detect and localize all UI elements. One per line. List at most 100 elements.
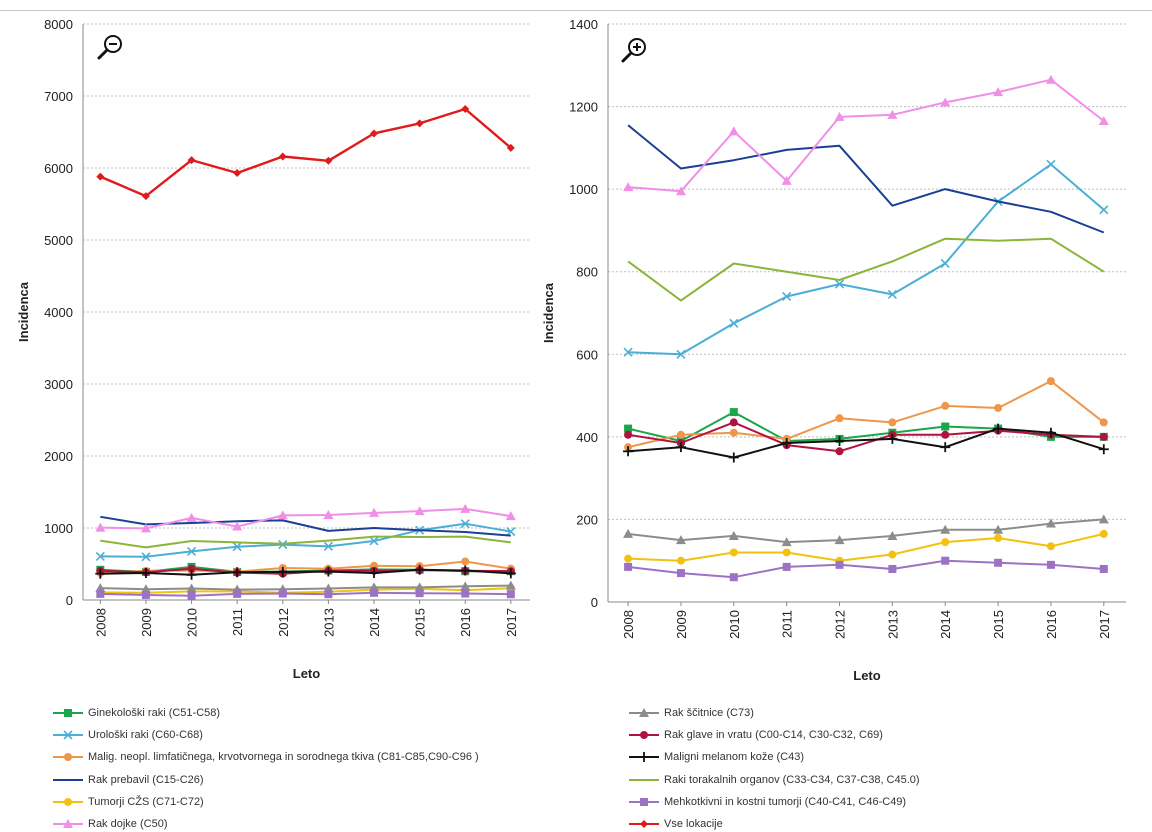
data-point [888, 418, 897, 427]
data-point [323, 541, 333, 551]
y-tick-label: 200 [576, 512, 598, 527]
legend-item: Raki torakalnih organov (C33-C34, C37-C3… [628, 772, 920, 788]
data-point [414, 582, 425, 592]
data-point [1046, 159, 1056, 169]
series-line [627, 124, 1105, 234]
data-point [187, 156, 196, 165]
data-point [95, 522, 106, 532]
data-point [729, 408, 738, 417]
series-line [100, 568, 511, 576]
legend-marker [64, 709, 72, 717]
series-urolo-ki-raki-c60-c68 [623, 159, 1109, 359]
data-point [96, 589, 105, 598]
legend-item: Maligni melanom kože (C43) [628, 749, 804, 765]
legend-item: Ginekološki raki (C51-C58) [52, 705, 220, 721]
data-point [232, 567, 243, 578]
data-point [186, 512, 197, 522]
data-point [460, 565, 471, 576]
series-rak-dojke-c50 [623, 74, 1109, 196]
data-point [233, 169, 242, 178]
series-line [627, 421, 1104, 453]
legend-marker [640, 797, 648, 806]
series-line [99, 107, 512, 198]
series-line [628, 427, 1105, 459]
data-point [323, 566, 334, 577]
x-tick-label: 2009 [139, 608, 154, 637]
data-point [186, 569, 197, 580]
series-line [627, 559, 1104, 579]
data-point [940, 442, 951, 453]
data-point [941, 430, 950, 439]
data-point [729, 318, 739, 328]
legend-item: Rak dojke (C50) [52, 816, 167, 832]
data-point [414, 506, 425, 516]
data-point [729, 418, 738, 427]
data-point [1045, 518, 1056, 528]
data-point [1045, 427, 1056, 438]
x-tick-label: 2013 [321, 608, 336, 637]
x-axis-title: Leto [293, 666, 321, 681]
series-line [628, 78, 1105, 193]
legend-label: Rak ščitnice (C73) [664, 707, 754, 719]
legend-marker [64, 797, 72, 806]
legend-marker [639, 708, 649, 717]
legend-swatch [53, 778, 83, 781]
data-point [676, 430, 685, 439]
legend-item: Rak ščitnice (C73) [628, 705, 754, 721]
y-tick-label: 8000 [44, 17, 73, 32]
legend-label: Maligni melanom kože (C43) [664, 751, 804, 764]
data-point [323, 583, 334, 593]
data-point [506, 590, 515, 599]
legend-marker [639, 752, 649, 763]
legend-label: Malig. neopl. limfatičnega, krvotvornega… [88, 751, 479, 764]
legend-label: Urološki raki (C60-C68) [88, 729, 203, 742]
data-point [187, 564, 196, 573]
data-point [729, 428, 738, 437]
data-point [233, 589, 242, 598]
data-point [141, 192, 150, 201]
data-point [95, 583, 106, 593]
data-point [505, 580, 516, 590]
data-point [940, 97, 951, 107]
series-raki-torakalnih-organov-c33-c34-c37-c38-c45-0 [100, 535, 511, 549]
data-point [369, 536, 379, 546]
series-maligni-melanom-ko-e-c43 [95, 564, 516, 580]
data-point [1046, 377, 1055, 386]
legend-label: Vse lokacije [664, 818, 723, 830]
data-point [324, 156, 333, 165]
legend-item: Vse lokacije [628, 816, 723, 832]
data-point [1099, 418, 1108, 427]
data-point [140, 584, 151, 594]
data-point [186, 583, 197, 593]
data-point [1098, 444, 1109, 455]
data-point [1046, 560, 1055, 569]
series-rak-prebavil-c15-c26 [627, 124, 1105, 234]
data-point [1045, 74, 1056, 84]
data-point [728, 530, 739, 540]
x-tick-label: 2011 [230, 608, 245, 636]
data-point [941, 538, 950, 547]
legend-swatch [629, 778, 659, 781]
data-point [461, 557, 470, 566]
data-point [277, 566, 288, 577]
data-point [676, 556, 685, 565]
top-rule [0, 10, 1152, 11]
data-point [782, 562, 791, 571]
data-point [888, 564, 897, 573]
legend-swatch [629, 752, 659, 763]
data-point [1098, 116, 1109, 126]
data-point [460, 519, 470, 529]
y-tick-label: 400 [576, 430, 598, 445]
data-point [994, 534, 1003, 543]
series-maligni-melanom-ko-e-c43 [623, 423, 1109, 463]
x-axis-title: Leto [853, 668, 881, 683]
x-tick-label: 2015 [991, 610, 1006, 639]
data-point [505, 568, 516, 579]
legend-swatch [53, 797, 83, 806]
data-point [994, 403, 1003, 412]
data-point [369, 507, 380, 517]
y-tick-label: 7000 [44, 89, 73, 104]
data-point [834, 111, 845, 121]
chart-1: 0 1000 2000 3000 4000 5000 6000 7000 8000 2008 200… [16, 17, 530, 681]
data-point [141, 590, 150, 599]
